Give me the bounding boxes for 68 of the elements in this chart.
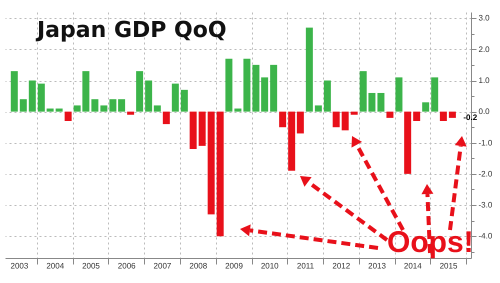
x-tick-label: 2009	[225, 262, 244, 270]
bar	[64, 112, 72, 121]
x-tick-label: 2008	[189, 262, 208, 270]
bar	[28, 80, 36, 112]
bar	[288, 112, 296, 171]
bar	[91, 99, 98, 112]
x-tick-label: 2013	[368, 262, 386, 270]
x-tick-label: 2004	[46, 262, 65, 270]
chart-title: Japan GDP QoQ	[35, 18, 227, 43]
bar	[386, 112, 394, 118]
annotation: Oops!	[387, 226, 474, 259]
x-tick-label: 2006	[118, 262, 136, 270]
x-tick-label: 2015	[440, 262, 458, 270]
bar	[198, 112, 206, 146]
bar	[422, 102, 430, 112]
bar	[306, 28, 313, 112]
annotation: -0.2	[463, 112, 478, 122]
bar	[56, 108, 63, 112]
bar	[234, 108, 242, 112]
bar	[190, 112, 197, 150]
bar	[377, 92, 384, 112]
bar	[324, 80, 331, 112]
y-tick-label: 2.0	[478, 44, 490, 54]
bar	[350, 112, 358, 115]
y-tick-label: 0.0	[478, 107, 490, 116]
bar	[296, 112, 304, 134]
y-tick-label: -4.0	[478, 232, 493, 241]
bar	[162, 112, 170, 124]
bar	[440, 112, 447, 121]
bar	[431, 77, 438, 112]
bar	[314, 105, 322, 112]
bar	[136, 71, 144, 112]
x-tick-label: 2005	[82, 262, 100, 270]
bar	[145, 80, 152, 112]
bar	[20, 99, 27, 112]
bar	[360, 71, 367, 112]
bar	[243, 58, 250, 112]
x-tick-label: 2007	[154, 262, 172, 270]
bar	[279, 112, 286, 128]
x-tick-label: 2011	[296, 262, 315, 270]
bar	[10, 71, 18, 112]
y-tick-label: 1.0	[478, 76, 490, 86]
bar	[154, 105, 161, 112]
bar	[216, 112, 224, 236]
x-tick-label: 2003	[10, 262, 29, 270]
bar	[395, 77, 402, 112]
bar	[172, 84, 179, 112]
bar	[448, 112, 456, 118]
bar	[100, 105, 108, 112]
bar	[82, 71, 90, 112]
bar	[74, 105, 81, 112]
bar	[225, 58, 232, 112]
bar	[332, 112, 340, 128]
bar	[180, 90, 188, 112]
bar	[413, 112, 420, 121]
y-tick-label: 3.0	[478, 14, 490, 23]
bar	[342, 112, 349, 130]
y-tick-label: -1.0	[478, 138, 493, 148]
bar	[404, 112, 412, 174]
bar	[368, 92, 376, 112]
bar	[270, 64, 278, 112]
y-tick-label: -2.0	[478, 169, 493, 178]
bar	[208, 112, 215, 214]
y-tick-label: -3.0	[478, 200, 493, 210]
x-tick-label: 2010	[260, 262, 280, 270]
bar	[127, 112, 134, 115]
x-tick-label: 2014	[404, 262, 422, 270]
x-tick-label: 2012	[332, 262, 351, 270]
